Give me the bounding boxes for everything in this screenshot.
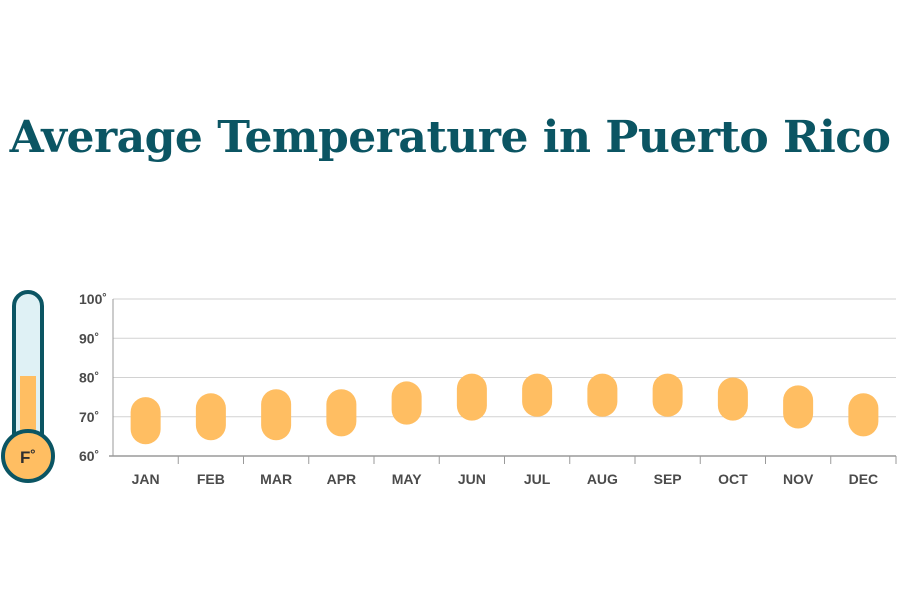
y-tick-label: 70˚ (79, 409, 99, 425)
tick-labels: 60˚ 70˚ 80˚ 90˚ 100˚ JAN FEB MAR APR MAY JUN JUL AUG… (79, 291, 878, 487)
x-tick-label: JUL (524, 471, 551, 487)
range-bar-feb (195, 393, 226, 441)
range-bar-apr (326, 389, 357, 437)
x-tick-label: SEP (654, 471, 682, 487)
chart-title: Average Temperature in Puerto Rico (9, 112, 891, 163)
y-tick-label: 90˚ (79, 330, 99, 346)
x-tick-label: FEB (197, 471, 225, 487)
x-tick-label: JAN (132, 471, 160, 487)
x-tick-label: OCT (718, 471, 748, 487)
y-tick-label: 60˚ (79, 448, 99, 464)
axes (109, 299, 897, 464)
range-bar-dec (848, 393, 879, 437)
x-tick-label: JUN (458, 471, 486, 487)
x-tick-label: NOV (783, 471, 814, 487)
range-bar-sep (652, 373, 683, 417)
x-tick-label: AUG (587, 471, 618, 487)
x-tick-label: MAY (392, 471, 422, 487)
y-tick-label: 80˚ (79, 370, 99, 386)
range-bar-nov (783, 385, 814, 429)
range-bar-aug (587, 373, 618, 417)
x-tick-label: MAR (260, 471, 292, 487)
range-bar-oct (717, 377, 748, 421)
range-bar-jul (522, 373, 553, 417)
thermometer-icon: F˚ (1, 290, 55, 483)
y-tick-label: 100˚ (79, 291, 107, 307)
thermometer-unit-label: F˚ (20, 448, 36, 467)
grid (113, 298, 896, 418)
range-bar-jan (130, 397, 161, 445)
range-bar-may (391, 381, 422, 425)
x-tick-label: APR (327, 471, 357, 487)
range-bar-mar (261, 389, 292, 441)
range-bar-jun (456, 373, 487, 421)
range-bars (130, 373, 879, 445)
x-tick-label: DEC (849, 471, 879, 487)
